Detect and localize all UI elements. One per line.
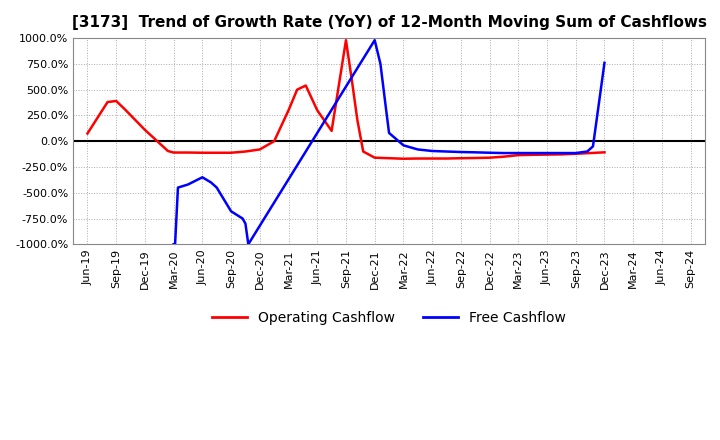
Title: [3173]  Trend of Growth Rate (YoY) of 12-Month Moving Sum of Cashflows: [3173] Trend of Growth Rate (YoY) of 12-… [71, 15, 706, 30]
Legend: Operating Cashflow, Free Cashflow: Operating Cashflow, Free Cashflow [207, 305, 571, 330]
